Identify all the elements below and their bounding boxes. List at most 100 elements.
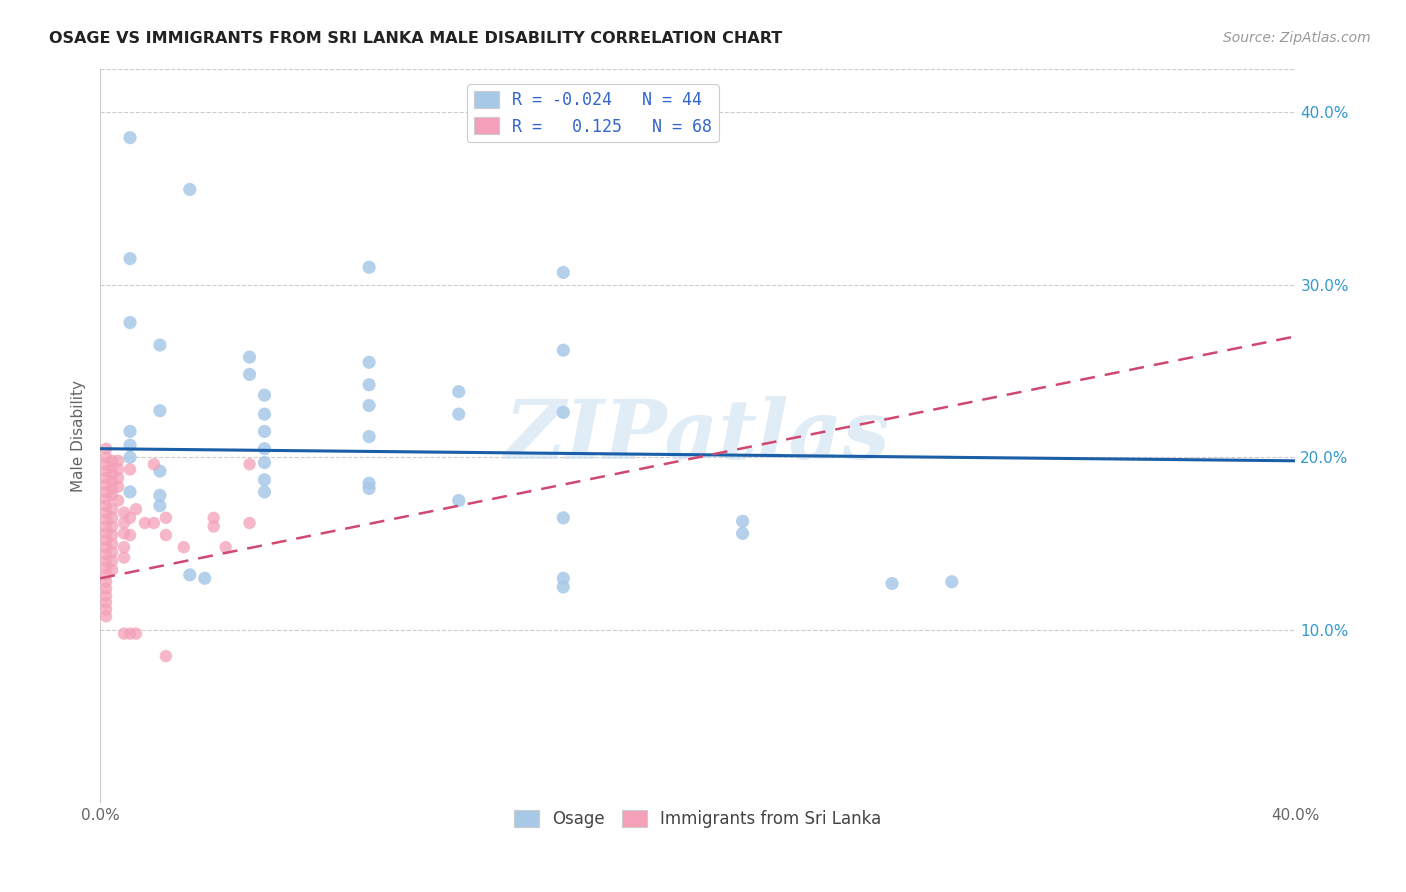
Point — [447, 407, 470, 421]
Point — [214, 540, 236, 554]
Point — [238, 516, 260, 530]
Point — [553, 405, 575, 419]
Point — [359, 355, 381, 369]
Point — [101, 519, 124, 533]
Point — [202, 519, 225, 533]
Point — [107, 454, 129, 468]
Point — [253, 388, 276, 402]
Point — [112, 540, 135, 554]
Point — [202, 511, 225, 525]
Point — [101, 511, 124, 525]
Point — [253, 484, 276, 499]
Point — [125, 502, 148, 516]
Point — [101, 488, 124, 502]
Point — [253, 425, 276, 439]
Point — [118, 130, 141, 145]
Point — [118, 484, 141, 499]
Point — [94, 499, 117, 513]
Point — [107, 462, 129, 476]
Y-axis label: Male Disability: Male Disability — [72, 380, 86, 491]
Point — [142, 516, 165, 530]
Point — [118, 528, 141, 542]
Point — [118, 462, 141, 476]
Point — [238, 457, 260, 471]
Point — [149, 403, 172, 417]
Point — [94, 457, 117, 471]
Point — [149, 488, 172, 502]
Point — [94, 589, 117, 603]
Point — [118, 425, 141, 439]
Point — [253, 407, 276, 421]
Point — [94, 519, 117, 533]
Point — [101, 502, 124, 516]
Point — [94, 540, 117, 554]
Point — [142, 457, 165, 471]
Point — [253, 456, 276, 470]
Point — [553, 343, 575, 358]
Point — [94, 506, 117, 520]
Point — [94, 567, 117, 582]
Text: Source: ZipAtlas.com: Source: ZipAtlas.com — [1223, 31, 1371, 45]
Point — [179, 182, 201, 196]
Point — [553, 571, 575, 585]
Point — [107, 480, 129, 494]
Point — [149, 464, 172, 478]
Point — [94, 526, 117, 541]
Point — [101, 528, 124, 542]
Point — [447, 384, 470, 399]
Point — [94, 561, 117, 575]
Point — [101, 454, 124, 468]
Point — [101, 537, 124, 551]
Point — [155, 649, 177, 664]
Point — [94, 533, 117, 548]
Text: OSAGE VS IMMIGRANTS FROM SRI LANKA MALE DISABILITY CORRELATION CHART: OSAGE VS IMMIGRANTS FROM SRI LANKA MALE … — [49, 31, 783, 46]
Legend: Osage, Immigrants from Sri Lanka: Osage, Immigrants from Sri Lanka — [508, 804, 889, 835]
Point — [359, 399, 381, 413]
Point — [101, 545, 124, 559]
Point — [112, 506, 135, 520]
Point — [107, 493, 129, 508]
Point — [553, 580, 575, 594]
Point — [94, 582, 117, 596]
Text: ZIPatlas: ZIPatlas — [505, 396, 890, 475]
Point — [359, 482, 381, 496]
Point — [101, 554, 124, 568]
Point — [238, 368, 260, 382]
Point — [238, 350, 260, 364]
Point — [731, 526, 754, 541]
Point — [731, 514, 754, 528]
Point — [253, 473, 276, 487]
Point — [94, 491, 117, 506]
Point — [94, 478, 117, 492]
Point — [118, 511, 141, 525]
Point — [118, 252, 141, 266]
Point — [447, 493, 470, 508]
Point — [94, 450, 117, 465]
Point — [94, 609, 117, 624]
Point — [118, 626, 141, 640]
Point — [94, 595, 117, 609]
Point — [149, 338, 172, 352]
Point — [101, 467, 124, 482]
Point — [155, 511, 177, 525]
Point — [179, 567, 201, 582]
Point — [101, 563, 124, 577]
Point — [112, 626, 135, 640]
Point — [94, 464, 117, 478]
Point — [101, 475, 124, 489]
Point — [359, 260, 381, 275]
Point — [880, 576, 903, 591]
Point — [112, 516, 135, 530]
Point — [94, 547, 117, 561]
Point — [112, 526, 135, 541]
Point — [112, 550, 135, 565]
Point — [118, 438, 141, 452]
Point — [118, 450, 141, 465]
Point — [194, 571, 217, 585]
Point — [94, 442, 117, 456]
Point — [107, 471, 129, 485]
Point — [149, 499, 172, 513]
Point — [134, 516, 156, 530]
Point — [553, 265, 575, 279]
Point — [253, 442, 276, 456]
